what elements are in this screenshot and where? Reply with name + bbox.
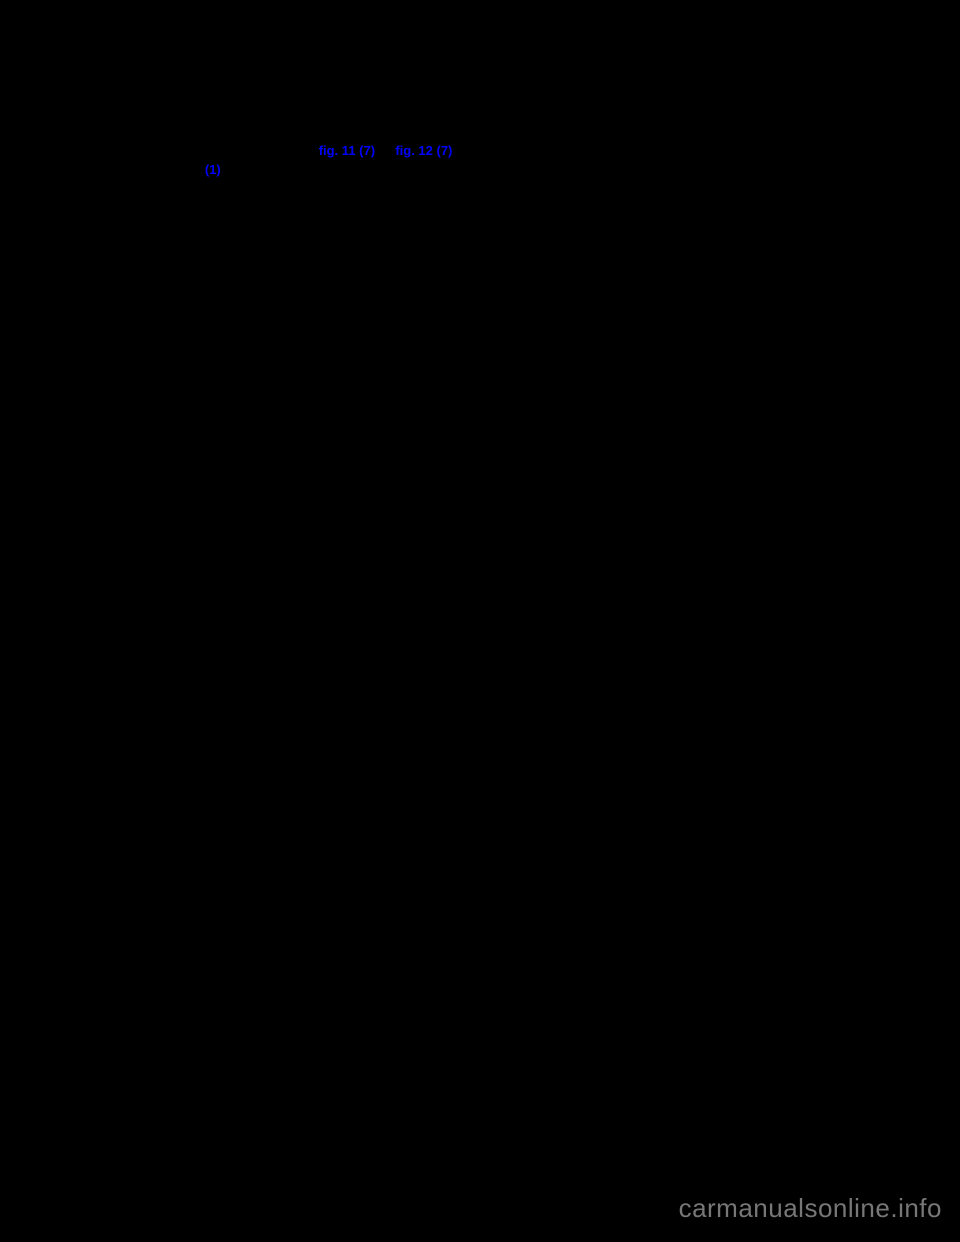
text-fragment: procedures refer to [82,162,205,177]
figure-link-12-7[interactable]: fig. 12 (7) [395,143,452,158]
text-fragment: , and for draining and filling [456,143,627,158]
document-page: additional illustrations refer to fig. 1… [0,0,960,1242]
text-line-2: procedures refer to (1) [82,162,221,177]
text-fragment: additional illustrations refer to [128,143,319,158]
text-line-1: additional illustrations refer to fig. 1… [128,143,627,158]
watermark-text: carmanualsonline.info [679,1193,942,1224]
figure-link-11-7[interactable]: fig. 11 (7) [319,143,375,158]
reference-link-1[interactable]: (1) [205,162,221,177]
text-fragment: or [379,143,396,158]
